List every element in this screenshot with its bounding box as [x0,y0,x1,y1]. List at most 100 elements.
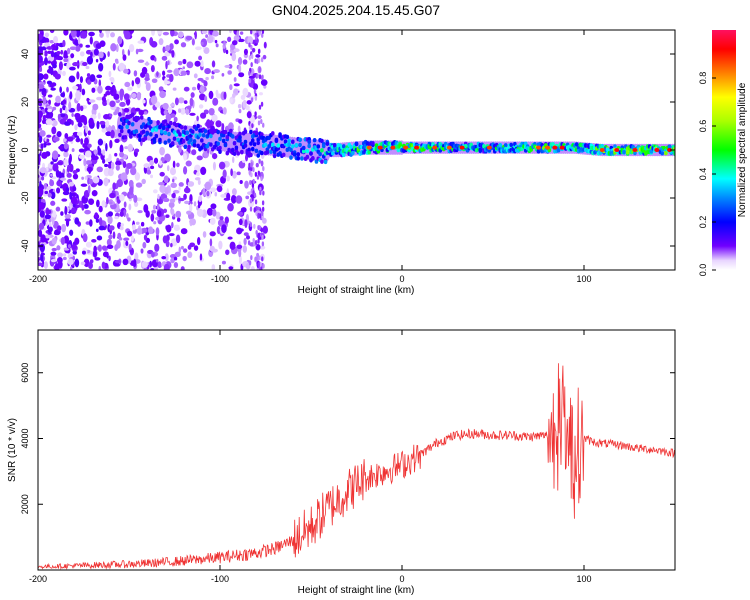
spectrogram-cell [114,216,119,220]
spectrogram-cell [59,86,62,94]
spectrogram-cell [170,141,175,146]
spectrogram-cell [285,134,290,140]
spectrogram-cell [252,178,255,184]
spectrogram-cell [261,211,264,217]
spectrogram-cell [139,115,144,120]
spectrogram-cell [85,44,91,48]
spectrogram-cell [89,74,96,82]
spectrogram-cell [83,119,88,126]
spectrogram-cell [233,83,240,87]
spectrogram-cell [182,248,188,253]
spectrogram-cell [239,179,243,185]
spectrogram-cell [48,221,52,228]
spectrogram-cell [120,172,128,182]
spectrogram-cell [221,133,226,138]
spectrogram-cell [191,149,197,156]
spectrogram-cell [58,61,63,71]
spectrogram-cell [178,132,182,137]
spectrogram-cell [147,226,154,235]
spectrogram-cell [261,185,264,191]
spectrogram-cell [50,173,53,177]
spectrogram-cell [119,144,124,154]
spectrogram-cell [238,218,243,226]
spectrogram-cell [69,46,77,51]
spectrogram-cell [189,193,193,203]
spectrogram-cell [240,149,244,155]
spectrogram-cell [261,206,265,212]
spectrogram-cell [367,150,372,155]
spectrogram-cell [599,148,605,152]
spectrogram-cell [162,70,166,76]
spectrogram-cell [276,143,281,148]
spectrogram-cell [209,133,213,139]
spectrogram-cell [252,142,257,147]
spectrogram-cell [208,90,214,100]
spectrogram-cell [226,192,231,200]
spectrogram-cell [200,166,207,176]
spectrogram-cell [283,139,288,144]
spectrogram-cell [123,107,130,113]
spectrogram-cell [95,218,100,223]
spectrogram-cell [176,217,181,222]
spectrogram-cell [163,130,168,136]
spectrogram-cell [106,98,110,106]
spectrogram-cell [60,211,64,216]
spectrogram-cell [262,263,265,269]
spectrogram-cell [165,44,171,52]
spectrogram-cell [63,151,69,158]
spectrogram-cell [259,261,262,267]
spectrogram-cell [141,261,148,268]
spectrogram-cell [108,70,112,78]
spectrogram-cell [51,82,57,87]
spectrogram-cell [39,130,46,137]
spectrogram-cell [188,203,193,213]
spectrogram-cell [171,221,174,229]
spectrogram-cell [256,73,259,79]
spectrogram-cell [257,238,260,244]
spectrogram-cell [98,79,102,88]
spectrogram-cell [203,47,210,55]
spectrogram-cell [212,30,219,37]
spectrogram-cell [153,221,157,225]
snr-frame [37,329,676,571]
spectrogram-cell [49,30,55,34]
spectrogram-cell [153,157,159,164]
spectrogram-cell [216,225,221,235]
spectrogram-cell [113,93,120,100]
spectrogram-cell [446,145,452,150]
spectrogram-cell [82,143,86,148]
spectrogram-cell [46,134,52,138]
spectrogram-cell [44,50,48,57]
spectrogram-cell [256,140,261,146]
spectrogram-cell [236,227,243,235]
spectrogram-cell [40,143,44,150]
spectrogram-cell [43,73,49,80]
spectrogram-x-tick-label: -200 [29,274,47,284]
spectrogram-cell [332,142,337,148]
spectrogram-cell [253,89,257,95]
snr-x-label: Height of straight line (km) [298,585,415,596]
spectrogram-cell [552,145,558,150]
spectrogram-cell [197,179,201,186]
spectrogram-cell [267,144,271,149]
snr-x-tick-label: 0 [399,574,404,584]
spectrogram-cell [128,243,132,252]
spectrogram-cell [51,247,57,252]
spectrogram-cell [231,40,238,46]
spectrogram-cell [56,187,61,194]
spectrogram-cell [183,187,191,194]
spectrogram-cell [81,204,85,211]
spectrogram-cell [189,112,196,116]
spectrogram-cell [177,97,185,104]
spectrogram-cell [185,160,192,167]
spectrogram-cell [151,209,157,214]
spectrogram-cell [660,151,665,156]
spectrogram-cell [97,112,101,120]
spectrogram-cell [225,49,229,55]
spectrogram-cell [200,41,204,46]
spectrogram-cell [69,229,74,236]
spectrogram-cell [59,113,66,118]
spectrogram-cell [191,86,197,91]
spectrogram-cell [105,85,112,91]
spectrogram-cell [390,145,396,150]
